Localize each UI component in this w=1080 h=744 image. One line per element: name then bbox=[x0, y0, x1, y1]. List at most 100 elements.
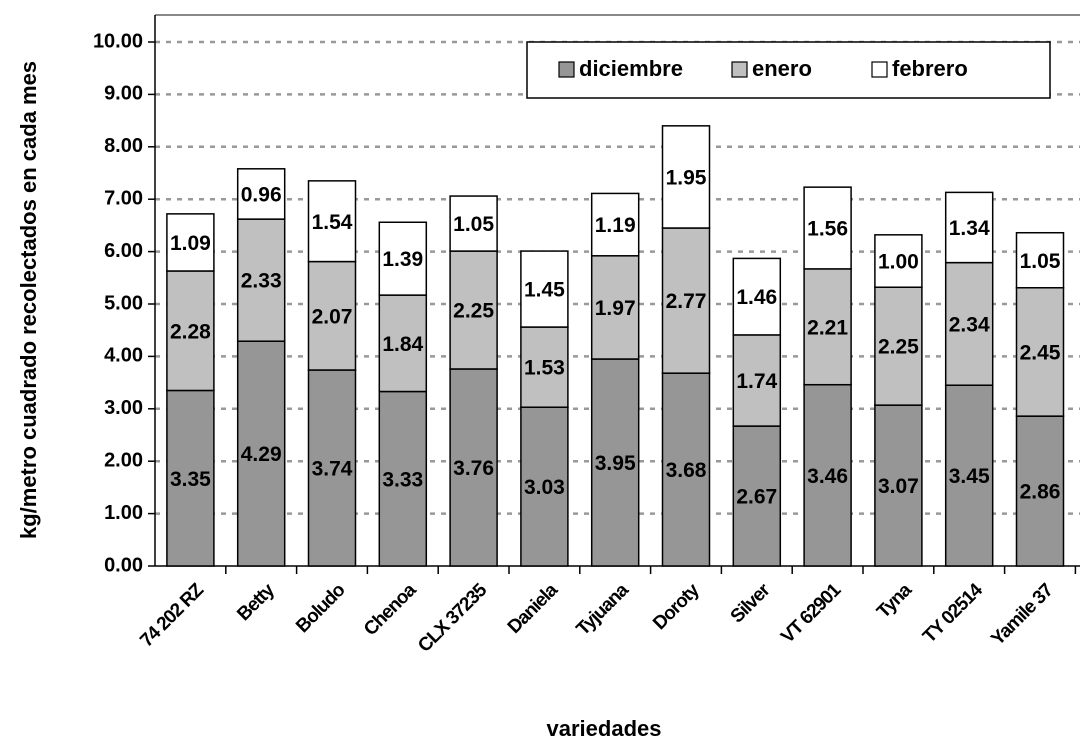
x-tick-label: Chenoa bbox=[360, 579, 421, 640]
value-label: 3.35 bbox=[170, 468, 211, 491]
bar-segment bbox=[944, 261, 994, 386]
y-tick-label: 9.00 bbox=[104, 83, 143, 105]
legend-swatch bbox=[558, 61, 575, 78]
bar-segment bbox=[661, 372, 711, 567]
bar-segment bbox=[874, 286, 923, 406]
value-label: 4.29 bbox=[241, 443, 282, 466]
value-label: 3.07 bbox=[878, 475, 919, 498]
value-label: 3.46 bbox=[807, 465, 848, 488]
bar-segment bbox=[449, 368, 498, 567]
value-label: 3.95 bbox=[595, 452, 636, 475]
legend-swatch bbox=[731, 61, 748, 78]
value-label: 2.67 bbox=[736, 486, 777, 509]
x-tick-label: Yamile 37 bbox=[987, 580, 1057, 650]
value-label: 1.00 bbox=[878, 251, 919, 274]
value-label: 2.07 bbox=[312, 305, 353, 328]
y-axis-label: kg/metro cuadrado recolectados en cada m… bbox=[16, 61, 41, 539]
bar-segment bbox=[803, 186, 852, 270]
value-label: 1.05 bbox=[1020, 250, 1061, 273]
value-label: 2.25 bbox=[878, 336, 919, 359]
bar-segment bbox=[803, 268, 852, 386]
bar-segment bbox=[166, 270, 215, 392]
value-label: 3.03 bbox=[524, 476, 565, 499]
bar-segment bbox=[520, 250, 569, 328]
value-label: 1.54 bbox=[312, 211, 353, 234]
x-tick-label: Betty bbox=[233, 579, 279, 625]
x-axis-label: variedades bbox=[547, 716, 662, 741]
bar-segment bbox=[944, 384, 994, 567]
value-label: 2.77 bbox=[666, 290, 707, 313]
x-tick-label: Boludo bbox=[292, 580, 349, 637]
x-tick-label: CLX 37235 bbox=[414, 579, 491, 656]
bar-segment bbox=[874, 404, 923, 567]
value-label: 1.45 bbox=[524, 279, 565, 302]
value-label: 2.21 bbox=[807, 316, 848, 339]
value-label: 1.09 bbox=[170, 232, 211, 255]
bar-segment bbox=[590, 192, 640, 257]
y-tick-label: 3.00 bbox=[104, 397, 143, 419]
legend-label: febrero bbox=[892, 56, 968, 81]
y-tick-label: 8.00 bbox=[104, 135, 143, 157]
value-label: 1.53 bbox=[524, 357, 565, 380]
bar-segment bbox=[378, 294, 428, 393]
x-tick-label: Daniela bbox=[504, 579, 563, 638]
value-label: 3.76 bbox=[453, 457, 494, 480]
bar-segment bbox=[307, 369, 357, 567]
bar-segment bbox=[874, 234, 923, 288]
bar-segment bbox=[661, 125, 711, 229]
y-tick-label: 0.00 bbox=[104, 554, 143, 576]
bar-segment bbox=[661, 227, 711, 374]
value-label: 2.33 bbox=[241, 270, 282, 293]
bar-segment bbox=[944, 191, 994, 264]
bar-segment bbox=[1015, 231, 1065, 289]
bar-segment bbox=[1015, 287, 1065, 417]
y-tick-label: 5.00 bbox=[104, 292, 143, 314]
value-label: 1.56 bbox=[807, 218, 848, 241]
value-label: 3.45 bbox=[949, 465, 990, 488]
value-label: 1.05 bbox=[453, 213, 494, 236]
value-label: 2.86 bbox=[1020, 481, 1061, 504]
value-label: 1.74 bbox=[736, 370, 777, 393]
y-tick-label: 10.00 bbox=[93, 30, 143, 52]
y-tick-label: 7.00 bbox=[104, 187, 143, 209]
value-label: 3.68 bbox=[666, 459, 707, 482]
bar-segment bbox=[378, 390, 428, 567]
x-tick-label: Doroty bbox=[649, 579, 704, 634]
bar-segment bbox=[236, 218, 286, 342]
value-label: 2.28 bbox=[170, 320, 211, 343]
bar-segment bbox=[307, 260, 357, 371]
y-tick-label: 1.00 bbox=[104, 502, 143, 524]
legend-label: diciembre bbox=[579, 56, 683, 81]
legend-box bbox=[526, 41, 1051, 99]
bar-segment bbox=[732, 257, 782, 336]
legend-label: enero bbox=[752, 56, 812, 81]
x-tick-label: TY 02514 bbox=[919, 579, 987, 647]
bar-segment bbox=[520, 406, 569, 567]
value-label: 1.97 bbox=[595, 297, 636, 320]
y-tick-label: 4.00 bbox=[104, 345, 143, 367]
y-tick-label: 2.00 bbox=[104, 449, 143, 471]
bar-segment bbox=[236, 168, 286, 220]
bar-segment bbox=[590, 358, 640, 567]
value-label: 2.34 bbox=[949, 313, 990, 336]
bar-segment bbox=[236, 340, 286, 567]
value-label: 3.33 bbox=[382, 468, 423, 491]
bar-segment bbox=[307, 180, 357, 263]
bar-segment bbox=[166, 213, 215, 272]
x-tick-label: 74 202 RZ bbox=[136, 579, 208, 651]
bar-segment bbox=[449, 195, 498, 252]
value-label: 0.96 bbox=[241, 184, 282, 207]
bar-segment bbox=[378, 221, 428, 296]
y-tick-label: 6.00 bbox=[104, 240, 143, 262]
value-label: 1.34 bbox=[949, 217, 990, 240]
bar-segment bbox=[590, 255, 640, 360]
value-label: 1.19 bbox=[595, 214, 636, 237]
legend-swatch bbox=[871, 61, 888, 78]
value-label: 1.84 bbox=[382, 333, 423, 356]
x-tick-label: Tyjuana bbox=[573, 579, 634, 640]
value-label: 2.45 bbox=[1020, 341, 1061, 364]
bar-segment bbox=[803, 383, 852, 567]
x-tick-label: Tyna bbox=[873, 579, 916, 622]
value-label: 2.25 bbox=[453, 300, 494, 323]
